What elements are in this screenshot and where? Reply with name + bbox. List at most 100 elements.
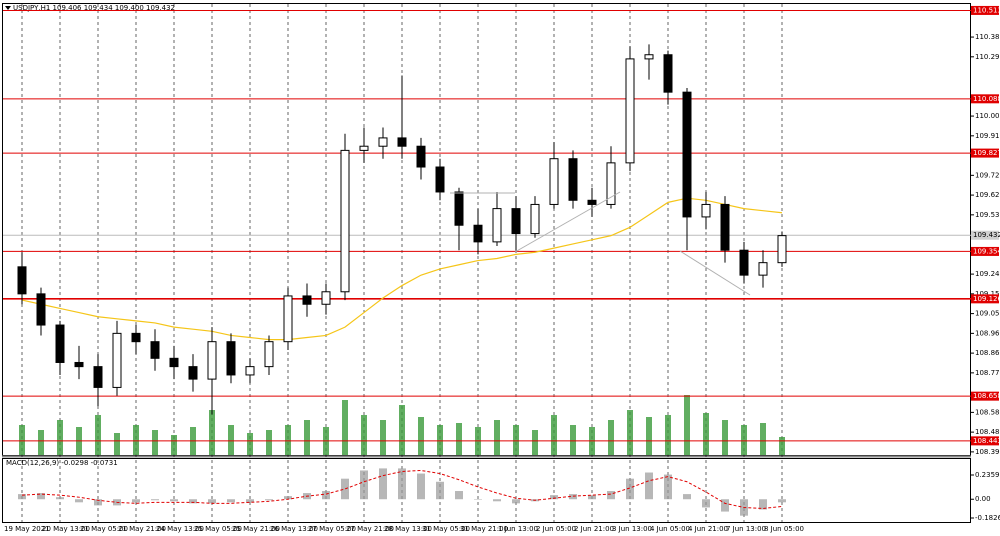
macd-signal	[21, 469, 783, 509]
trend-line	[679, 250, 751, 296]
candle-body	[340, 149, 350, 293]
x-tick-label: 3 Jun 13:00	[612, 525, 652, 533]
macd-bar	[664, 474, 672, 500]
y-tick-label: 0.2359	[975, 471, 1000, 479]
y-tick-label: 109.055	[975, 310, 1000, 318]
x-tick-label: 21 May 05:00	[80, 525, 128, 533]
x-tick-label: 8 Jun 05:00	[764, 525, 804, 533]
level-label-box	[971, 94, 999, 104]
current-price-label: 109.432	[973, 231, 1000, 239]
volume-bar	[722, 420, 728, 455]
macd-bar	[360, 470, 368, 500]
y-tick-label: 108.770	[975, 369, 1000, 377]
macd-bar	[398, 468, 406, 500]
x-tick-label: 4 Jun 21:00	[688, 525, 728, 533]
macd-bar	[759, 499, 767, 510]
volume-bar	[646, 417, 652, 455]
volume-bar	[456, 423, 462, 455]
volume-bar	[665, 415, 671, 455]
candle-body	[435, 166, 445, 193]
candle-body	[530, 203, 540, 235]
candle-body	[606, 162, 616, 205]
candle-body	[112, 332, 122, 388]
y-tick-label: 109.720	[975, 171, 1000, 179]
macd-bar	[721, 499, 729, 512]
x-tick-label: 31 May 05:00	[422, 525, 470, 533]
volume-bar	[760, 423, 766, 455]
candle-body	[188, 366, 198, 380]
macd-bar	[246, 499, 254, 503]
y-tick-label: 110.385	[975, 33, 1000, 41]
candle-body	[264, 341, 274, 368]
candle-body	[625, 58, 635, 164]
volume-bar	[361, 415, 367, 455]
macd-bar	[322, 491, 330, 500]
volume-bar	[38, 430, 44, 455]
candle-body	[720, 203, 730, 251]
level-label-box	[971, 246, 999, 256]
y-tick-label: 109.625	[975, 191, 1000, 199]
volume-bar	[133, 425, 139, 455]
macd-title: MACD(12,26,9) -0.0298 -0.0731	[6, 459, 118, 467]
candle-body	[644, 54, 654, 60]
macd-bar	[436, 481, 444, 500]
macd-bar	[37, 493, 45, 500]
candle-body	[36, 293, 46, 326]
volume-bar	[532, 430, 538, 455]
x-tick-label: 20 May 13:00	[42, 525, 90, 533]
macd-bar	[474, 499, 482, 500]
y-tick-label: 108.485	[975, 428, 1000, 436]
level-label-box	[971, 436, 999, 446]
macd-bar	[512, 499, 520, 504]
volume-bar	[57, 420, 63, 455]
level-label: 110.513	[973, 6, 1000, 14]
x-tick-label: 1 Jun 13:00	[498, 525, 538, 533]
candle-body	[663, 54, 673, 93]
y-tick-label: 108.580	[975, 408, 1000, 416]
macd-bar	[417, 473, 425, 500]
level-label: 110.088	[973, 95, 1000, 103]
x-tick-label: 4 Jun 05:00	[650, 525, 690, 533]
candle-body	[492, 208, 502, 243]
x-tick-label: 28 May 13:00	[384, 525, 432, 533]
macd-bar	[227, 499, 235, 503]
current-price-box	[971, 230, 999, 240]
x-tick-label: 26 May 13:00	[270, 525, 318, 533]
candle-body	[397, 137, 407, 147]
volume-bar	[551, 415, 557, 455]
y-tick-label: 108.960	[975, 329, 1000, 337]
level-label-box	[971, 5, 999, 15]
trend-line	[514, 191, 621, 253]
volume-bar	[513, 425, 519, 455]
candle-body	[226, 341, 236, 376]
candle-body	[150, 341, 160, 359]
macd-bar	[56, 497, 64, 500]
volume-bar	[152, 430, 158, 455]
macd-bar	[265, 499, 273, 501]
macd-bar	[379, 468, 387, 500]
volume-bar	[19, 425, 25, 455]
macd-bar	[626, 478, 634, 500]
volume-bar	[418, 417, 424, 455]
macd-bar	[702, 499, 710, 508]
candle-body	[207, 341, 217, 380]
x-tick-label: 25 May 21:00	[232, 525, 280, 533]
level-label: 108.658	[973, 392, 1000, 400]
candle-body	[93, 366, 103, 388]
volume-bar	[380, 420, 386, 455]
volume-bar	[741, 425, 747, 455]
symbol-menu-icon	[5, 6, 11, 10]
volume-bar	[228, 425, 234, 455]
volume-bar	[779, 437, 785, 455]
level-label-box	[971, 148, 999, 158]
macd-bar	[683, 494, 691, 500]
candle-body	[777, 235, 787, 264]
y-tick-label: 109.530	[975, 211, 1000, 219]
candle-body	[739, 249, 749, 276]
macd-bar	[94, 499, 102, 506]
macd-bar	[550, 495, 558, 500]
candle-body	[682, 91, 692, 218]
volume-bar	[342, 400, 348, 455]
volume-bar	[703, 413, 709, 455]
